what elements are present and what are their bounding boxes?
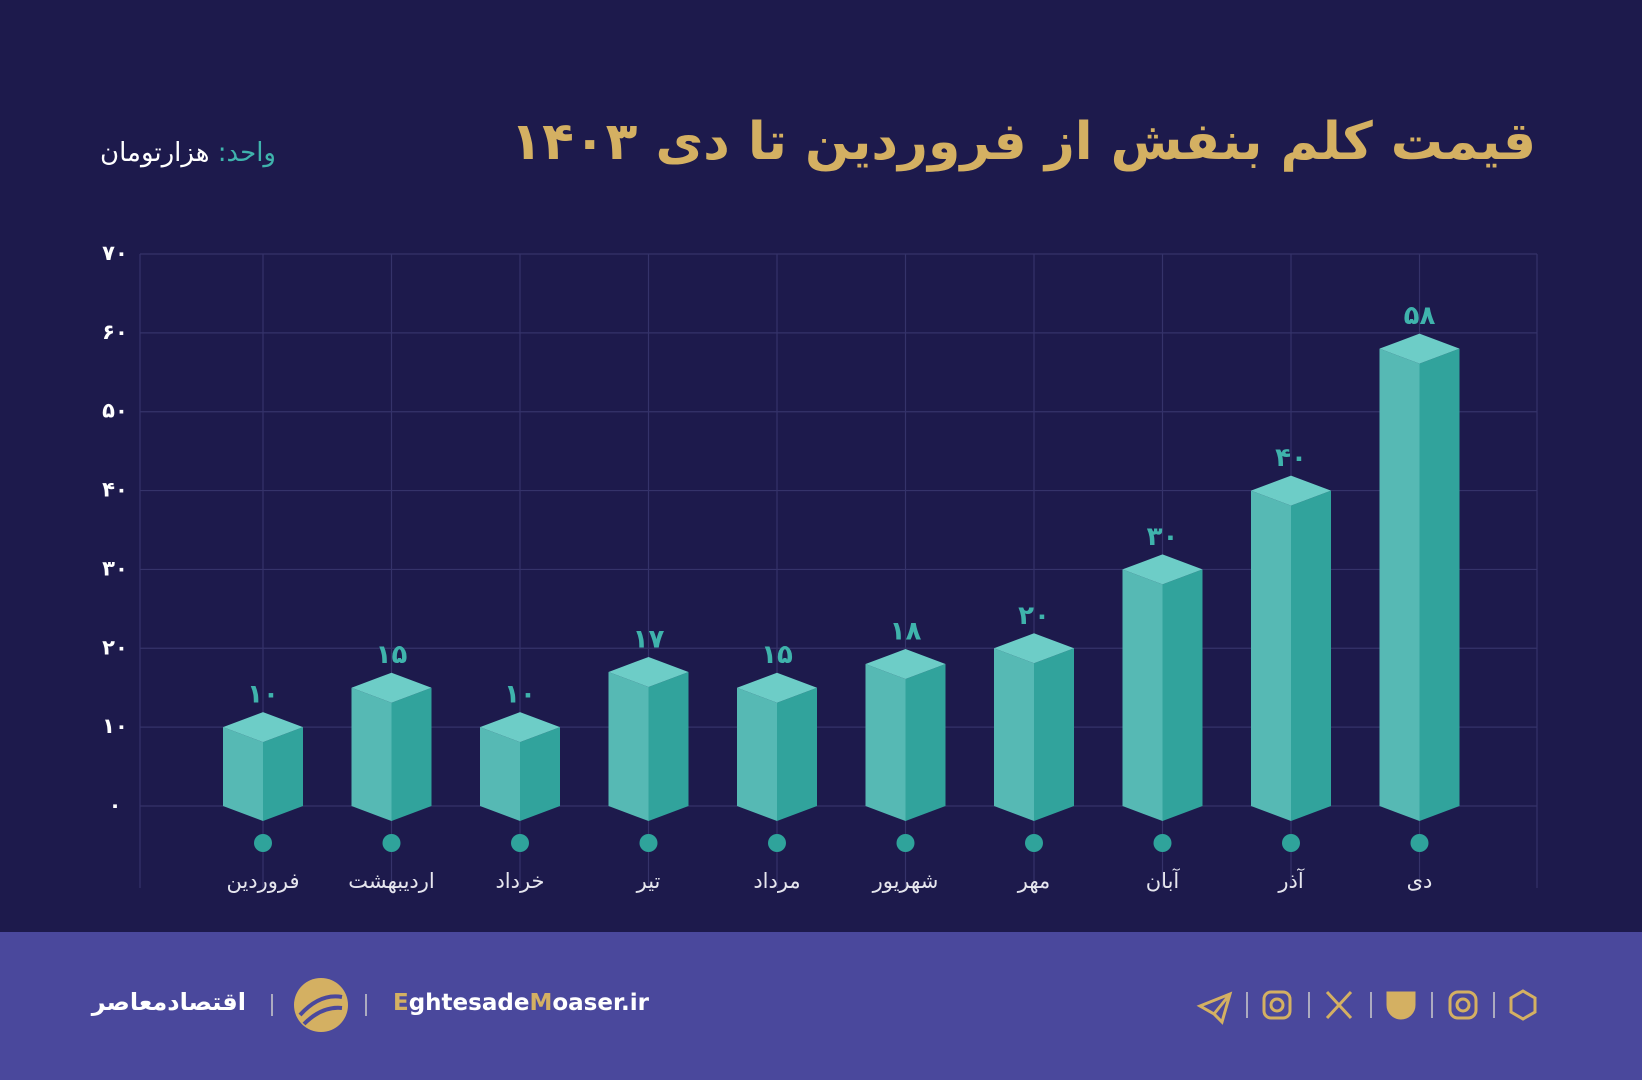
unit-value: هزارتومان bbox=[100, 138, 210, 168]
category-dot bbox=[1282, 834, 1300, 852]
site-part: E bbox=[393, 990, 409, 1016]
y-tick-label: ۷۰ bbox=[102, 241, 128, 265]
y-tick-label: ۳۰ bbox=[102, 556, 128, 580]
value-label: ۴۰ bbox=[1275, 443, 1307, 473]
bar-top bbox=[223, 712, 303, 743]
value-label: ۳۰ bbox=[1147, 522, 1179, 552]
x-tick-label: اردیبهشت bbox=[348, 869, 435, 893]
y-tick-label: ۶۰ bbox=[102, 320, 128, 344]
bar-right bbox=[1419, 348, 1460, 821]
footer-icons bbox=[271, 989, 1537, 1025]
bar-top bbox=[480, 712, 560, 743]
y-tick-label: ۰ bbox=[109, 793, 122, 817]
bar-left bbox=[994, 648, 1034, 821]
site-part: ghtesade bbox=[408, 990, 530, 1016]
category-dot bbox=[1025, 834, 1043, 852]
logo-mark bbox=[298, 994, 343, 1026]
x-tick-label: دی bbox=[1407, 869, 1433, 893]
bar-top bbox=[1379, 333, 1460, 364]
x-tick-label: مهر bbox=[1017, 869, 1051, 893]
bar-right bbox=[777, 687, 817, 821]
logo bbox=[294, 978, 348, 1032]
category-dot bbox=[639, 834, 658, 852]
site: EghtesadeMoaser.ir bbox=[393, 990, 649, 1016]
bar-left bbox=[1122, 569, 1163, 821]
y-tick-label: ۱۰ bbox=[102, 714, 128, 738]
y-tick-label: ۵۰ bbox=[102, 399, 128, 423]
bar-left bbox=[1251, 490, 1291, 821]
x-tick-label: تیر bbox=[636, 869, 661, 893]
y-tick-label: ۲۰ bbox=[102, 635, 128, 659]
bar-left bbox=[480, 727, 520, 821]
value-label: ۱۵ bbox=[376, 640, 408, 670]
bar-left bbox=[223, 727, 263, 821]
bar-top bbox=[1122, 554, 1203, 585]
category-dot bbox=[511, 834, 529, 852]
category-dot bbox=[1410, 834, 1429, 852]
bar-right bbox=[648, 671, 689, 821]
bar-top bbox=[1251, 475, 1331, 506]
x-tick-label: مرداد bbox=[753, 869, 800, 893]
bar-right bbox=[1291, 490, 1331, 821]
unit: واحد: هزارتومان bbox=[100, 138, 276, 168]
bar-right bbox=[1034, 648, 1074, 821]
bar-left bbox=[351, 687, 392, 821]
site-part: M bbox=[529, 990, 553, 1016]
bar-top bbox=[994, 633, 1074, 664]
value-label: ۱۷ bbox=[633, 624, 665, 654]
bar-right bbox=[263, 727, 303, 821]
x-tick-label: آبان bbox=[1146, 868, 1181, 893]
category-dot bbox=[896, 834, 915, 852]
value-label: ۱۰ bbox=[247, 680, 279, 710]
value-label: ۲۰ bbox=[1018, 601, 1050, 631]
bar-left bbox=[737, 687, 777, 821]
bar-right bbox=[391, 687, 432, 821]
bar-right bbox=[905, 664, 946, 821]
category-dot bbox=[382, 834, 401, 852]
bar-left bbox=[865, 664, 906, 821]
bar-right bbox=[520, 727, 560, 821]
site-part: oaser.ir bbox=[552, 990, 649, 1016]
bar-top bbox=[737, 672, 817, 703]
unit-label: واحد: bbox=[217, 138, 276, 168]
x-tick-label: شهریور bbox=[872, 869, 939, 893]
value-label: ۱۵ bbox=[761, 640, 793, 670]
bar-top bbox=[865, 649, 946, 680]
category-dot bbox=[768, 834, 786, 852]
x-tick-label: خرداد bbox=[495, 869, 544, 893]
bar-top bbox=[351, 672, 432, 703]
brand: اقتصادمعاصر bbox=[91, 988, 246, 1016]
bar-top bbox=[608, 656, 689, 687]
bar-left bbox=[608, 671, 649, 821]
bar-left bbox=[1379, 348, 1420, 821]
x-tick-label: فروردین bbox=[226, 869, 299, 893]
chart-title: قیمت کلم بنفش از فروردین تا دی ۱۴۰۳ bbox=[510, 112, 1536, 172]
x-tick-label: آذر bbox=[1277, 868, 1304, 893]
value-label: ۱۰ bbox=[504, 680, 536, 710]
y-tick-label: ۴۰ bbox=[102, 478, 128, 502]
value-label: ۱۸ bbox=[890, 617, 922, 647]
bar-right bbox=[1162, 569, 1203, 821]
value-label: ۵۸ bbox=[1404, 301, 1436, 331]
footer-bar bbox=[0, 932, 1642, 1080]
category-dot bbox=[1153, 834, 1172, 852]
category-dot bbox=[254, 834, 272, 852]
